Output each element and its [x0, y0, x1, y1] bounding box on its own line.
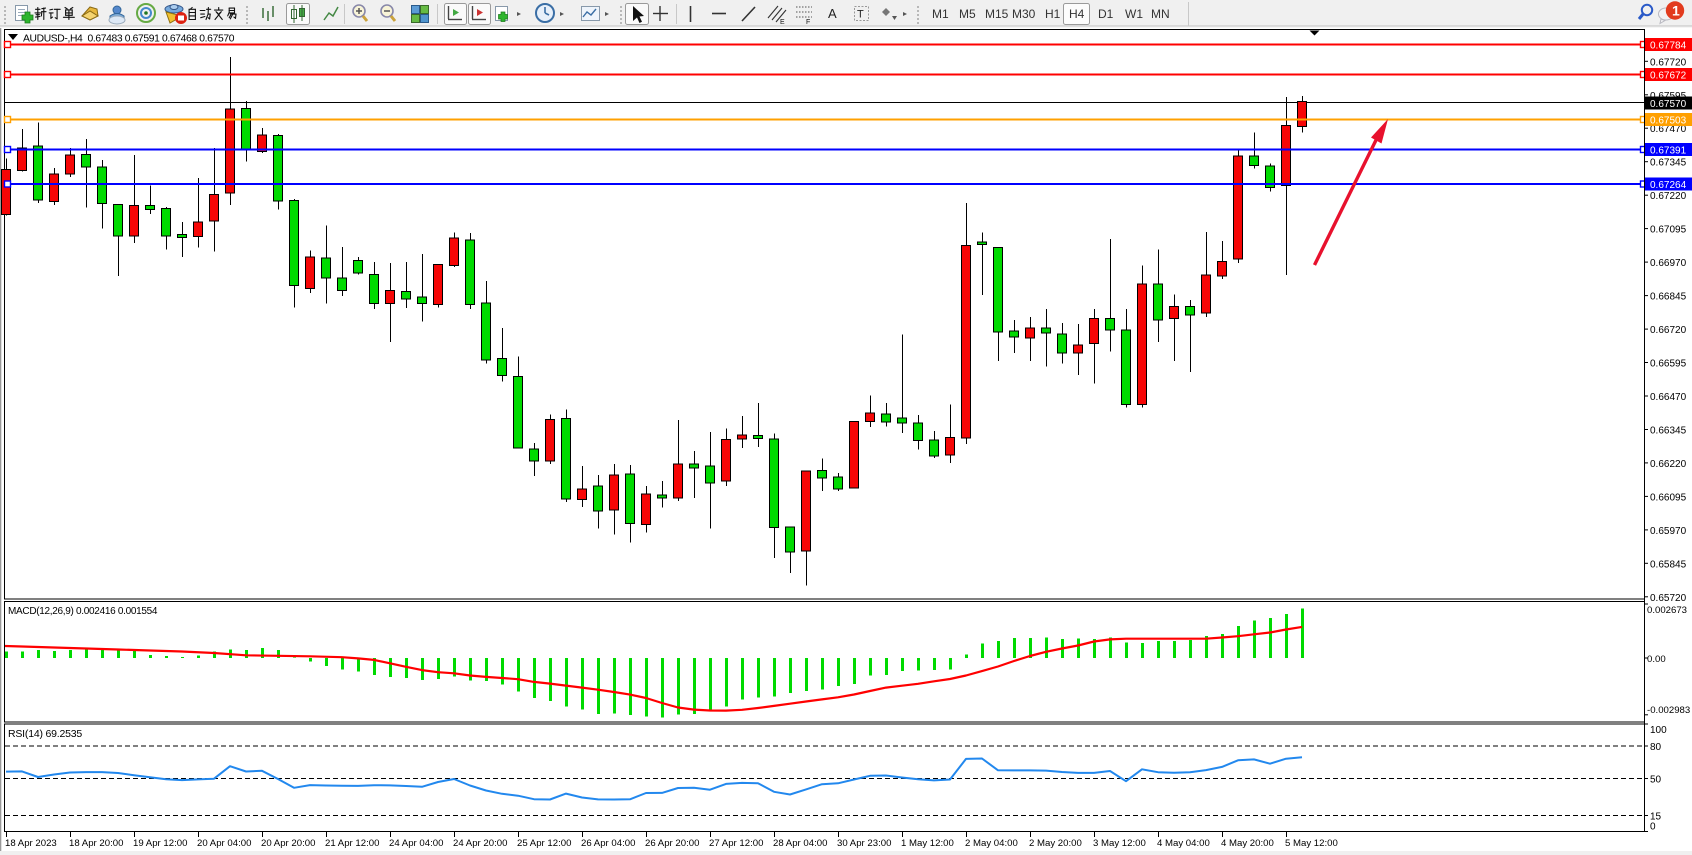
svg-text:0.67391: 0.67391 [1650, 146, 1687, 157]
svg-text:W1: W1 [1125, 7, 1143, 21]
svg-text:19 Apr 12:00: 19 Apr 12:00 [133, 838, 187, 849]
svg-text:4 May 20:00: 4 May 20:00 [1221, 838, 1274, 849]
svg-text:28 Apr 04:00: 28 Apr 04:00 [773, 838, 827, 849]
svg-text:0.66470: 0.66470 [1650, 392, 1687, 403]
svg-text:0.67095: 0.67095 [1650, 225, 1687, 236]
svg-text:18 Apr 20:00: 18 Apr 20:00 [69, 838, 123, 849]
svg-text:0.65845: 0.65845 [1650, 559, 1687, 570]
svg-text:4 May 04:00: 4 May 04:00 [1157, 838, 1210, 849]
svg-text:21 Apr 12:00: 21 Apr 12:00 [325, 838, 379, 849]
svg-text:20 Apr 04:00: 20 Apr 04:00 [197, 838, 251, 849]
svg-text:0.66595: 0.66595 [1650, 359, 1687, 370]
svg-text:D1: D1 [1098, 7, 1114, 21]
svg-text:0.67503: 0.67503 [1650, 116, 1687, 127]
svg-text:E: E [780, 19, 785, 26]
svg-text:0.67264: 0.67264 [1650, 180, 1687, 191]
svg-text:0.65720: 0.65720 [1650, 593, 1687, 604]
svg-text:0.67595: 0.67595 [1650, 91, 1687, 102]
svg-text:RSI(14) 69.2535: RSI(14) 69.2535 [8, 728, 82, 740]
svg-text:20 Apr 20:00: 20 Apr 20:00 [261, 838, 315, 849]
svg-text:25 Apr 12:00: 25 Apr 12:00 [517, 838, 571, 849]
svg-text:F: F [806, 19, 810, 26]
svg-text:0.66720: 0.66720 [1650, 325, 1687, 336]
svg-text:24 Apr 04:00: 24 Apr 04:00 [389, 838, 443, 849]
svg-text:0.66220: 0.66220 [1650, 459, 1687, 470]
svg-text:26 Apr 20:00: 26 Apr 20:00 [645, 838, 699, 849]
svg-text:M30: M30 [1012, 7, 1036, 21]
svg-text:15: 15 [1650, 812, 1662, 823]
svg-text:0.67345: 0.67345 [1650, 158, 1687, 169]
svg-text:M5: M5 [959, 7, 976, 21]
svg-text:T: T [857, 9, 864, 21]
svg-text:80: 80 [1650, 742, 1662, 753]
svg-text:27 Apr 12:00: 27 Apr 12:00 [709, 838, 763, 849]
svg-text:0.002673: 0.002673 [1647, 605, 1687, 616]
svg-text:100: 100 [1650, 725, 1667, 736]
svg-text:2 May 04:00: 2 May 04:00 [965, 838, 1018, 849]
svg-text:50: 50 [1650, 775, 1662, 786]
svg-text:0.66845: 0.66845 [1650, 292, 1687, 303]
svg-text:0.67570: 0.67570 [1650, 99, 1687, 110]
svg-text:0.67720: 0.67720 [1650, 57, 1687, 68]
svg-text:18 Apr 2023: 18 Apr 2023 [5, 838, 57, 849]
svg-text:0.67220: 0.67220 [1650, 191, 1687, 202]
svg-text:1: 1 [1672, 3, 1680, 19]
svg-text:0.66345: 0.66345 [1650, 426, 1687, 437]
svg-text:H1: H1 [1045, 7, 1061, 21]
svg-text:MACD(12,26,9) 0.002416 0.00155: MACD(12,26,9) 0.002416 0.001554 [8, 606, 158, 617]
svg-text:0.67784: 0.67784 [1650, 41, 1687, 52]
svg-text:30 Apr 23:00: 30 Apr 23:00 [837, 838, 891, 849]
svg-text:AUDUSD-,H4 0.67483 0.67591 0.: AUDUSD-,H4 0.67483 0.67591 0.67468 0.675… [23, 34, 235, 45]
svg-text:1 May 12:00: 1 May 12:00 [901, 838, 954, 849]
svg-text:5 May 12:00: 5 May 12:00 [1285, 838, 1338, 849]
svg-text:A: A [828, 6, 837, 21]
svg-text:M15: M15 [985, 7, 1009, 21]
svg-text:0.66095: 0.66095 [1650, 492, 1687, 503]
svg-text:26 Apr 04:00: 26 Apr 04:00 [581, 838, 635, 849]
svg-text:0.67672: 0.67672 [1650, 71, 1687, 82]
svg-text:0: 0 [1650, 822, 1656, 833]
svg-text:0.66970: 0.66970 [1650, 258, 1687, 269]
svg-text:-0.002983: -0.002983 [1647, 705, 1690, 716]
svg-text:M1: M1 [932, 7, 949, 21]
svg-text:0.67470: 0.67470 [1650, 124, 1687, 135]
svg-text:2 May 20:00: 2 May 20:00 [1029, 838, 1082, 849]
svg-text:H4: H4 [1069, 7, 1085, 21]
svg-text:24 Apr 20:00: 24 Apr 20:00 [453, 838, 507, 849]
svg-text:3 May 12:00: 3 May 12:00 [1093, 838, 1146, 849]
svg-text:0.65970: 0.65970 [1650, 526, 1687, 537]
svg-text:0.00: 0.00 [1647, 654, 1666, 665]
svg-text:MN: MN [1151, 7, 1170, 21]
